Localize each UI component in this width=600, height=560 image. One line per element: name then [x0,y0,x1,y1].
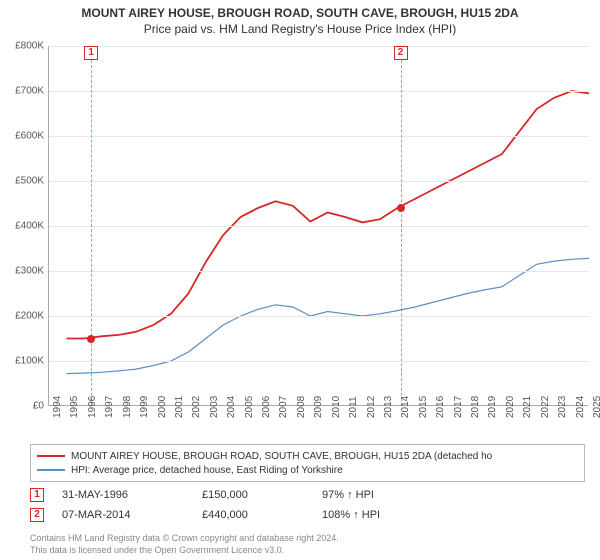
x-axis-label: 2002 [191,396,202,418]
gridline-h [49,316,589,317]
legend-row-property: MOUNT AIREY HOUSE, BROUGH ROAD, SOUTH CA… [37,449,578,463]
x-axis-label: 2019 [487,396,498,418]
sale-date-1: 31-MAY-1996 [62,489,202,501]
x-axis-label: 2001 [174,396,185,418]
x-axis-label: 1994 [52,396,63,418]
x-axis-label: 1996 [87,396,98,418]
x-axis-label: 2012 [366,396,377,418]
y-axis-label: £200K [4,311,44,322]
sale-marker-2: 2 [30,508,44,522]
sale-price-2: £440,000 [202,509,322,521]
x-axis-label: 2008 [296,396,307,418]
x-axis-label: 2014 [400,396,411,418]
sale-marker-dot [397,204,405,212]
sale-pct-1: 97% ↑ HPI [322,489,442,501]
sale-marker-1: 1 [30,488,44,502]
x-axis-label: 1995 [69,396,80,418]
footer-line1: Contains HM Land Registry data © Crown c… [30,532,585,544]
gridline-h [49,46,589,47]
chart-title-block: MOUNT AIREY HOUSE, BROUGH ROAD, SOUTH CA… [0,0,600,36]
y-axis-label: £500K [4,176,44,187]
y-axis-label: £100K [4,356,44,367]
legend-row-hpi: HPI: Average price, detached house, East… [37,463,578,477]
legend-swatch-hpi [37,469,65,471]
sale-date-2: 07-MAR-2014 [62,509,202,521]
x-axis-label: 2004 [226,396,237,418]
x-axis-label: 2015 [418,396,429,418]
sale-row-2: 2 07-MAR-2014 £440,000 108% ↑ HPI [30,508,585,522]
y-axis-label: £800K [4,41,44,52]
footer-line2: This data is licensed under the Open Gov… [30,544,585,556]
y-axis-label: £0 [4,401,44,412]
x-axis-label: 2009 [313,396,324,418]
gridline-h [49,91,589,92]
x-axis-label: 2017 [453,396,464,418]
x-axis-label: 2000 [157,396,168,418]
y-axis-label: £700K [4,86,44,97]
gridline-h [49,271,589,272]
sale-marker-dot [87,335,95,343]
y-axis-label: £300K [4,266,44,277]
x-axis-label: 2016 [435,396,446,418]
x-axis-label: 2020 [505,396,516,418]
gridline-h [49,136,589,137]
plot-region: 12 [48,46,588,406]
series-line [66,91,589,339]
x-axis-label: 2021 [522,396,533,418]
x-axis-label: 2006 [261,396,272,418]
x-axis-label: 2013 [383,396,394,418]
x-axis-label: 2007 [278,396,289,418]
sale-pct-2: 108% ↑ HPI [322,509,442,521]
sale-marker-index: 2 [394,46,408,60]
x-axis-label: 1997 [104,396,115,418]
x-axis-label: 1999 [139,396,150,418]
x-axis-label: 2018 [470,396,481,418]
sale-row-1: 1 31-MAY-1996 £150,000 97% ↑ HPI [30,488,585,502]
legend-swatch-property [37,455,65,457]
y-axis-label: £600K [4,131,44,142]
x-axis-label: 2022 [540,396,551,418]
gridline-h [49,226,589,227]
gridline-h [49,181,589,182]
x-axis-label: 2024 [575,396,586,418]
y-axis-label: £400K [4,221,44,232]
chart-area: 12 £0£100K£200K£300K£400K£500K£600K£700K… [48,46,588,436]
x-axis-label: 2011 [348,396,359,418]
sale-marker-line [91,60,92,406]
x-axis-label: 2023 [557,396,568,418]
sale-marker-index: 1 [84,46,98,60]
sale-marker-line [401,60,402,406]
legend-label-hpi: HPI: Average price, detached house, East… [71,465,343,476]
gridline-h [49,361,589,362]
footer-attribution: Contains HM Land Registry data © Crown c… [30,532,585,556]
legend-box: MOUNT AIREY HOUSE, BROUGH ROAD, SOUTH CA… [30,444,585,482]
x-axis-label: 2005 [244,396,255,418]
x-axis-label: 2025 [592,396,600,418]
chart-title-address: MOUNT AIREY HOUSE, BROUGH ROAD, SOUTH CA… [0,6,600,20]
x-axis-label: 1998 [122,396,133,418]
chart-title-subtitle: Price paid vs. HM Land Registry's House … [0,22,600,36]
legend-label-property: MOUNT AIREY HOUSE, BROUGH ROAD, SOUTH CA… [71,451,492,462]
x-axis-label: 2003 [209,396,220,418]
sale-price-1: £150,000 [202,489,322,501]
x-axis-label: 2010 [331,396,342,418]
